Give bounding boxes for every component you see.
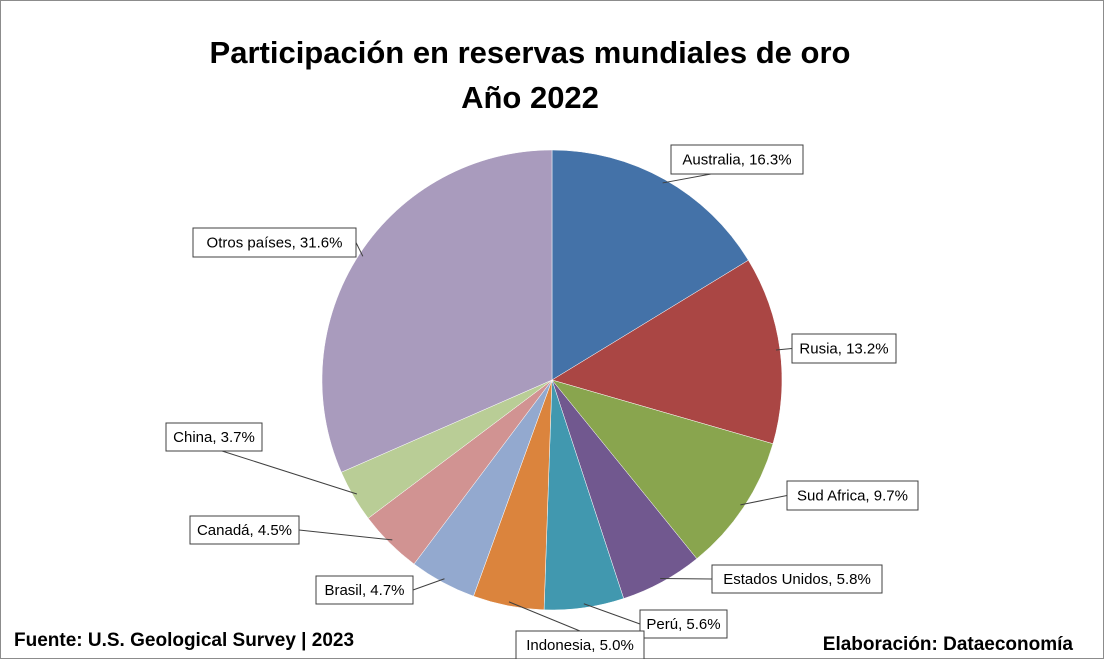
data-label: Australia, 16.3% <box>670 144 804 175</box>
chart-subtitle: Año 2022 <box>461 80 599 115</box>
pie-slice-australia <box>551 149 749 381</box>
leader-line <box>662 173 712 184</box>
leader-line <box>508 601 581 632</box>
data-label-text: China, 3.7% <box>173 429 255 446</box>
source-note: Fuente: U.S. Geological Survey | 2023 <box>14 630 354 651</box>
data-label-text: Brasil, 4.7% <box>324 582 404 599</box>
data-label-text: Perú, 5.6% <box>646 616 720 633</box>
data-label-text: Australia, 16.3% <box>682 152 791 169</box>
data-label-box <box>639 609 728 639</box>
pie-slice-sud-africa <box>551 379 774 560</box>
data-label-box <box>515 630 645 659</box>
leader-line <box>355 242 364 257</box>
data-label: Otros países, 31.6% <box>192 227 357 258</box>
data-label-box <box>791 333 897 364</box>
data-label-box <box>670 144 804 175</box>
pie-slices <box>321 149 783 611</box>
leader-lines <box>221 173 793 632</box>
leader-line <box>775 348 793 351</box>
data-label-box <box>315 575 414 605</box>
data-label-text: Rusia, 13.2% <box>799 341 888 358</box>
data-label-box <box>165 422 263 452</box>
pie-slice-otros-países <box>321 149 553 473</box>
data-label: Estados Unidos, 5.8% <box>711 564 883 594</box>
chart-title: Participación en reservas mundiales de o… <box>210 35 851 70</box>
data-label-text: Estados Unidos, 5.8% <box>723 571 871 588</box>
data-label-box <box>192 227 357 258</box>
data-label-text: Sud Africa, 9.7% <box>797 488 908 505</box>
data-labels: Australia, 16.3% Rusia, 13.2% Sud Africa, … <box>165 144 919 659</box>
data-label-box <box>189 515 300 545</box>
leader-line <box>740 495 788 506</box>
data-label: Brasil, 4.7% <box>315 575 414 605</box>
data-label: Sud Africa, 9.7% <box>786 480 919 511</box>
data-label: China, 3.7% <box>165 422 263 452</box>
leader-line <box>660 577 713 580</box>
data-label-box <box>786 480 919 511</box>
leader-line <box>412 578 445 591</box>
data-label-text: Indonesia, 5.0% <box>526 637 634 654</box>
data-label: Rusia, 13.2% <box>791 333 897 364</box>
leader-line <box>298 529 393 541</box>
data-label: Perú, 5.6% <box>639 609 728 639</box>
leader-line <box>221 450 358 495</box>
data-label-text: Canadá, 4.5% <box>197 522 292 539</box>
leader-line <box>583 603 641 625</box>
data-label: Canadá, 4.5% <box>189 515 300 545</box>
data-label-text: Otros países, 31.6% <box>207 235 343 252</box>
data-label-box <box>711 564 883 594</box>
data-label: Indonesia, 5.0% <box>515 630 645 659</box>
credit-note: Elaboración: Dataeconomía <box>823 634 1074 655</box>
